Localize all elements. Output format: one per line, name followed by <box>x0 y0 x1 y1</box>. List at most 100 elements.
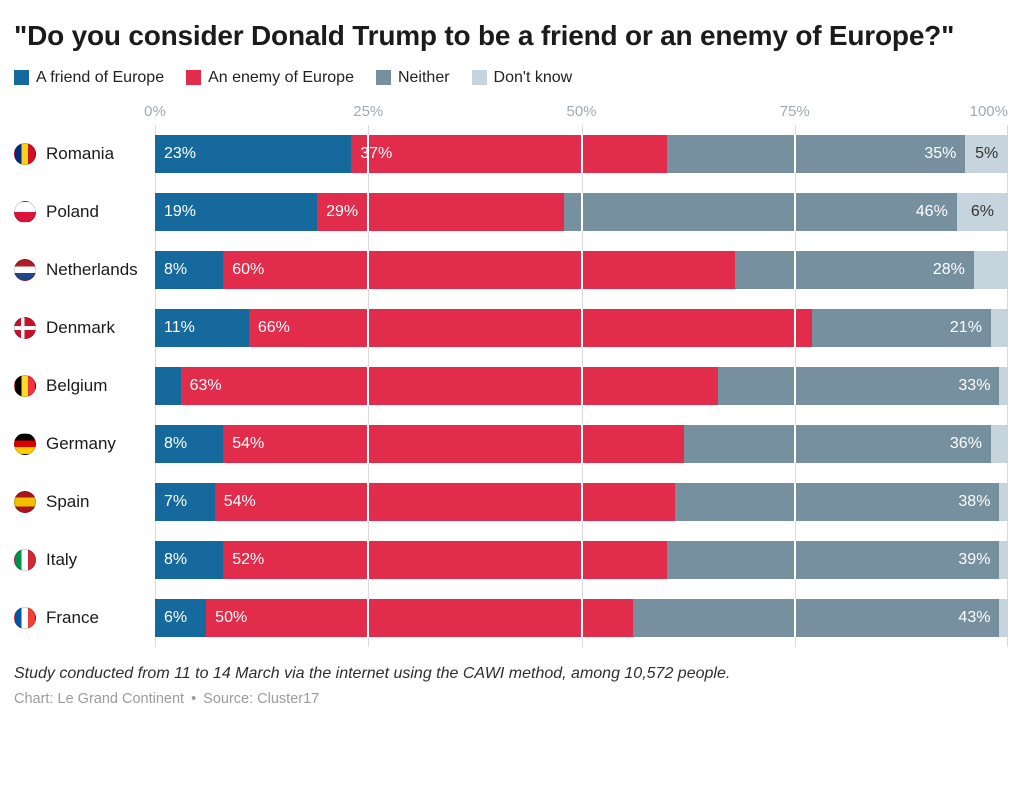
bar-value-label: 6% <box>970 202 994 220</box>
x-axis: 0% 25% 50% 75% 100% <box>144 102 1008 125</box>
country-name: Romania <box>46 143 115 163</box>
flag-denmark-icon <box>14 316 36 339</box>
country-label: Germany <box>14 432 155 455</box>
bar-segment-friend: 8% <box>155 250 224 289</box>
legend-swatch-icon <box>375 70 391 86</box>
legend-item: An enemy of Europe <box>186 69 354 87</box>
grid-tick-overlay <box>793 482 796 521</box>
bar-segment-neither: 28% <box>735 250 974 289</box>
legend-label: Neither <box>397 68 450 86</box>
flag-france-icon <box>14 606 36 629</box>
chart-row: Italy 8% 52% 39% <box>14 531 1008 589</box>
bar-segment-dontknow <box>999 366 1008 405</box>
legend-swatch-icon <box>14 70 29 86</box>
bar-value-label: 36% <box>949 434 982 452</box>
stacked-bar: 6% 50% 43% <box>155 598 1008 637</box>
grid-tick-overlay <box>367 308 370 347</box>
bar-segment-neither: 21% <box>811 308 991 347</box>
grid-tick-overlay <box>793 250 796 289</box>
bar-value-label: 19% <box>164 202 197 220</box>
chart-row: Spain 7% 54% 38% <box>14 473 1008 531</box>
grid-tick-overlay <box>580 598 583 637</box>
grid-tick-overlay <box>793 540 796 579</box>
grid-tick-overlay <box>580 424 583 463</box>
bar-value-label: 23% <box>164 144 197 162</box>
bar-segment-neither: 36% <box>683 424 991 463</box>
axis-tick-label: 0% <box>144 102 166 120</box>
country-name: Denmark <box>46 317 115 337</box>
bar-value-label: 21% <box>949 318 982 336</box>
chart-row: Belgium 63% 33% <box>14 357 1008 415</box>
bar-segment-friend: 8% <box>155 424 224 463</box>
bar-segment-friend <box>155 366 181 405</box>
bar-segment-friend: 8% <box>155 540 224 579</box>
country-name: Spain <box>46 491 90 511</box>
axis-tick-label: 100% <box>969 102 1008 120</box>
bar-value-label: 8% <box>164 550 188 568</box>
bar-segment-neither: 35% <box>666 134 966 173</box>
bar-segment-friend: 7% <box>155 482 215 521</box>
grid-tick-overlay <box>793 424 796 463</box>
legend-swatch-icon <box>471 70 487 86</box>
bar-segment-dontknow <box>999 540 1008 579</box>
grid-tick-overlay <box>367 366 370 405</box>
grid-tick-overlay <box>580 192 583 231</box>
source-credit: Source: Cluster17 <box>203 690 320 707</box>
grid-tick-overlay <box>367 134 370 173</box>
grid-tick-overlay <box>793 134 796 173</box>
country-label: France <box>14 606 155 629</box>
axis-tick-label: 25% <box>353 102 384 120</box>
bar-segment-enemy: 60% <box>223 250 736 289</box>
country-label: Denmark <box>14 316 155 339</box>
legend-item: Don't know <box>471 68 573 87</box>
bar-segment-friend: 6% <box>155 598 207 637</box>
grid-tick-overlay <box>580 366 583 405</box>
grid-tick-overlay <box>367 540 370 579</box>
bar-value-label: 33% <box>958 376 991 394</box>
country-name: Belgium <box>46 375 108 395</box>
stacked-bar: 63% 33% <box>155 366 1008 405</box>
chart-row: France 6% 50% 43% <box>14 589 1008 647</box>
bar-segment-dontknow: 5% <box>965 134 1008 173</box>
bar-value-label: 54% <box>232 434 265 452</box>
bar-value-label: 8% <box>164 434 188 452</box>
bar-segment-friend: 11% <box>155 308 249 347</box>
bar-value-label: 43% <box>958 608 991 626</box>
bar-value-label: 29% <box>326 202 359 220</box>
flag-italy-icon <box>14 548 36 571</box>
chart-row: Netherlands 8% 60% 28% <box>14 241 1008 299</box>
bar-value-label: 5% <box>975 144 999 162</box>
stacked-bar: 8% 54% 36% <box>155 424 1008 463</box>
grid-tick-overlay <box>367 424 370 463</box>
bar-segment-enemy: 66% <box>248 308 812 347</box>
country-label: Belgium <box>14 374 155 397</box>
chart-card: "Do you consider Donald Trump to be a fr… <box>14 20 1008 707</box>
flag-romania-icon <box>14 142 36 165</box>
bar-value-label: 52% <box>232 550 265 568</box>
stacked-bar: 23% 37% 35% 5% <box>155 134 1008 173</box>
bar-segment-neither: 39% <box>666 540 1000 579</box>
chart-row: Germany 8% 54% 36% <box>14 415 1008 473</box>
bar-value-label: 60% <box>232 260 265 278</box>
flag-poland-icon <box>14 200 36 223</box>
bar-segment-neither: 38% <box>675 482 1000 521</box>
bar-value-label: 11% <box>164 318 195 336</box>
grid-tick-overlay <box>793 598 796 637</box>
country-name: Poland <box>46 201 99 221</box>
legend-label: Don't know <box>493 68 573 86</box>
bar-segment-enemy: 63% <box>180 366 718 405</box>
flag-netherlands-icon <box>14 258 36 281</box>
bar-value-label: 28% <box>932 260 965 278</box>
bar-segment-friend: 23% <box>155 134 352 173</box>
country-name: Netherlands <box>46 259 138 279</box>
flag-belgium-icon <box>14 374 36 397</box>
grid-tick-overlay <box>367 482 370 521</box>
grid-tick-overlay <box>580 482 583 521</box>
bar-segment-neither: 33% <box>717 366 1000 405</box>
country-name: Germany <box>46 433 116 453</box>
footnote: Study conducted from 11 to 14 March via … <box>14 664 731 682</box>
bar-segment-friend: 19% <box>155 192 318 231</box>
bar-value-label: 37% <box>360 144 393 162</box>
bar-value-label: 7% <box>164 492 188 510</box>
bar-value-label: 39% <box>958 550 991 568</box>
